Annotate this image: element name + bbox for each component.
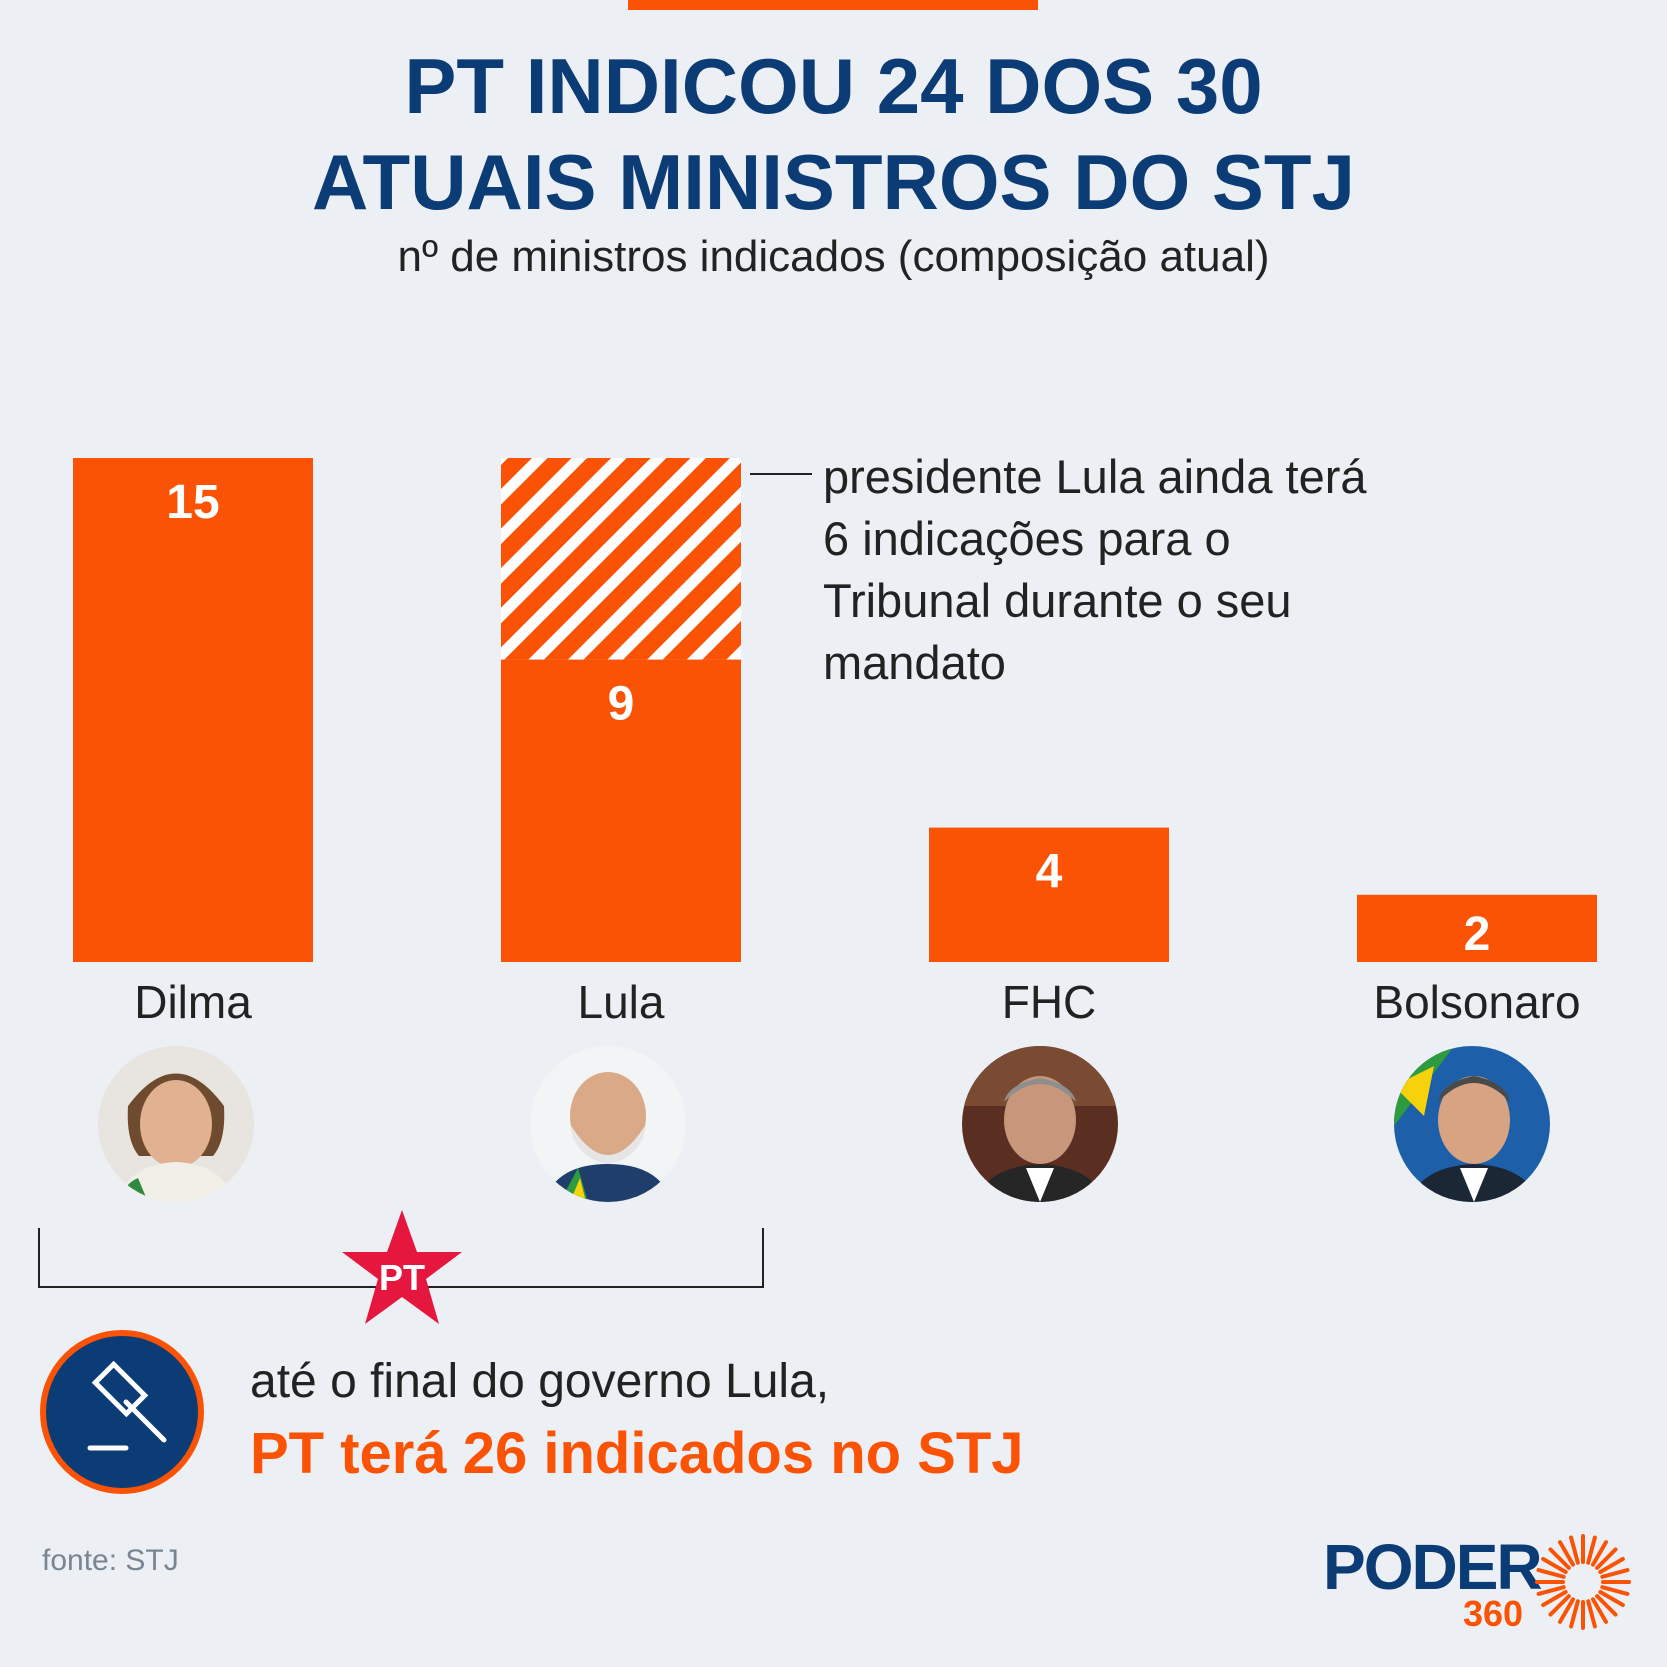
logo-number: 360 xyxy=(1463,1593,1524,1634)
avatar-lula xyxy=(530,1046,686,1202)
bar-value-label: 15 xyxy=(166,476,219,529)
category-label: Dilma xyxy=(134,976,252,1028)
top-accent-bar xyxy=(628,0,1038,10)
bar-fhc xyxy=(929,827,1169,962)
category-label: Lula xyxy=(578,976,665,1028)
avatar-bolsonaro xyxy=(1394,1046,1550,1202)
gavel-icon xyxy=(40,1330,204,1494)
bar-dilma xyxy=(73,458,313,962)
footer-line2: PT terá 26 indicados no STJ xyxy=(250,1421,1024,1486)
logo-word: PODER xyxy=(1323,1531,1543,1603)
footer-line1: até o final do governo Lula, xyxy=(250,1355,830,1408)
chart-title-line2: ATUAIS MINISTROS DO STJ xyxy=(312,138,1355,226)
annotation-text: presidente Lula ainda terá 6 indicações … xyxy=(823,450,1367,689)
category-label: Bolsonaro xyxy=(1373,976,1580,1028)
chart-title-line1: PT INDICOU 24 DOS 30 xyxy=(404,42,1263,130)
source-note: fonte: STJ xyxy=(42,1544,179,1577)
bar-pending-lula xyxy=(501,458,741,660)
annotation-leader-line xyxy=(750,473,812,475)
avatar-fhc xyxy=(962,1046,1118,1202)
bar-bolsonaro xyxy=(1357,894,1597,962)
bar-value-label: 4 xyxy=(1036,846,1063,899)
party-badge-label: PT xyxy=(379,1257,425,1298)
chart-subtitle: nº de ministros indicados (composição at… xyxy=(397,232,1270,281)
bar-lula xyxy=(501,659,741,962)
avatar-dilma xyxy=(98,1046,254,1202)
bar-value-label: 9 xyxy=(608,678,635,731)
category-label: FHC xyxy=(1002,976,1097,1028)
sun-icon xyxy=(1535,1534,1631,1630)
bar-value-label: 2 xyxy=(1464,908,1491,961)
star-icon: PT xyxy=(342,1210,462,1324)
poder360-logo: PODER 360 xyxy=(1323,1531,1633,1634)
